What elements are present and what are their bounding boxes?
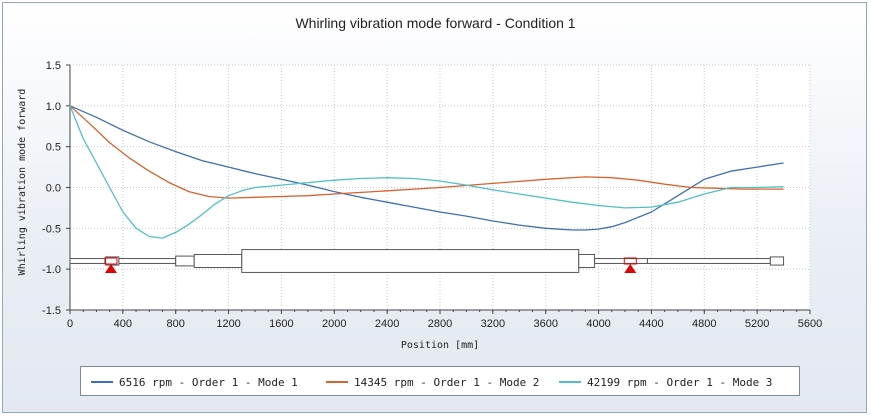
- x-axis-label: Position [mm]: [401, 340, 479, 351]
- series-lines: [69, 105, 784, 239]
- shaft-segment: [175, 255, 195, 267]
- legend-label: 6516 rpm - Order 1 - Mode 1: [119, 375, 298, 389]
- x-tick-label: 4000: [586, 318, 610, 330]
- legend-label: 42199 rpm - Order 1 - Mode 3: [587, 375, 773, 389]
- shaft-segment: [594, 258, 648, 264]
- legend-swatch: [326, 381, 348, 383]
- x-tick-label: 2400: [375, 318, 399, 330]
- shaft-segment: [69, 258, 107, 264]
- x-tick-label: 5600: [798, 318, 822, 330]
- y-tick-label: -1.5: [42, 305, 61, 317]
- shaft-segment: [118, 258, 177, 264]
- shaft-segment: [241, 249, 580, 273]
- series-line-mode-1: [69, 105, 784, 231]
- x-tick-label: 2000: [322, 318, 346, 330]
- y-tick-label: -0.5: [42, 223, 61, 235]
- x-tick-labels: 0 400 800 1200 1600 2000 2400 2800 3200 3600 4000 4…: [67, 318, 822, 330]
- y-tick-label: -1.0: [42, 264, 61, 276]
- x-tick-label: 400: [114, 318, 132, 330]
- bearing-marker: [104, 264, 117, 273]
- x-tick-label: 1200: [216, 318, 240, 330]
- bearing-marker: [624, 264, 637, 273]
- x-tick-label: 1600: [269, 318, 293, 330]
- legend-item-mode-3: 42199 rpm - Order 1 - Mode 3: [559, 375, 772, 389]
- legend-item-mode-1: 6516 rpm - Order 1 - Mode 1: [91, 375, 298, 389]
- legend-item-mode-2: 14345 rpm - Order 1 - Mode 2: [326, 375, 539, 389]
- y-tick-label: 1.0: [46, 101, 61, 113]
- legend-label: 14345 rpm - Order 1 - Mode 2: [354, 375, 540, 389]
- x-tick-label: 4400: [639, 318, 663, 330]
- y-tick-label: 0.5: [46, 142, 61, 154]
- x-tick-label: 2800: [428, 318, 452, 330]
- x-tick-label: 0: [67, 318, 73, 330]
- shaft-segment: [769, 256, 785, 266]
- legend-swatch: [559, 381, 581, 383]
- x-tick-label: 4800: [692, 318, 716, 330]
- shaft-segment: [578, 253, 596, 269]
- y-tick-label: 1.5: [46, 60, 61, 72]
- series-line-mode-2: [69, 105, 784, 199]
- x-tick-label: 3600: [533, 318, 557, 330]
- y-axis-label: Whirling vibration mode forward: [17, 89, 28, 276]
- shaft-segment: [646, 258, 771, 264]
- shaft-segment: [193, 253, 243, 269]
- grid: [66, 64, 811, 314]
- x-tick-label: 5200: [745, 318, 769, 330]
- x-tick-label: 3200: [481, 318, 505, 330]
- x-tick-label: 800: [167, 318, 185, 330]
- series-line-mode-3: [69, 105, 784, 239]
- y-tick-label: 0.0: [46, 183, 61, 195]
- chart-title: Whirling vibration mode forward - Condit…: [295, 15, 576, 31]
- legend: 6516 rpm - Order 1 - Mode 1 14345 rpm - O…: [80, 366, 800, 396]
- shaft-diagram: [69, 249, 785, 273]
- y-tick-labels: 1.5 1.0 0.5 0.0 -0.5 -1.0 -1.5: [42, 60, 61, 317]
- legend-swatch: [91, 381, 113, 383]
